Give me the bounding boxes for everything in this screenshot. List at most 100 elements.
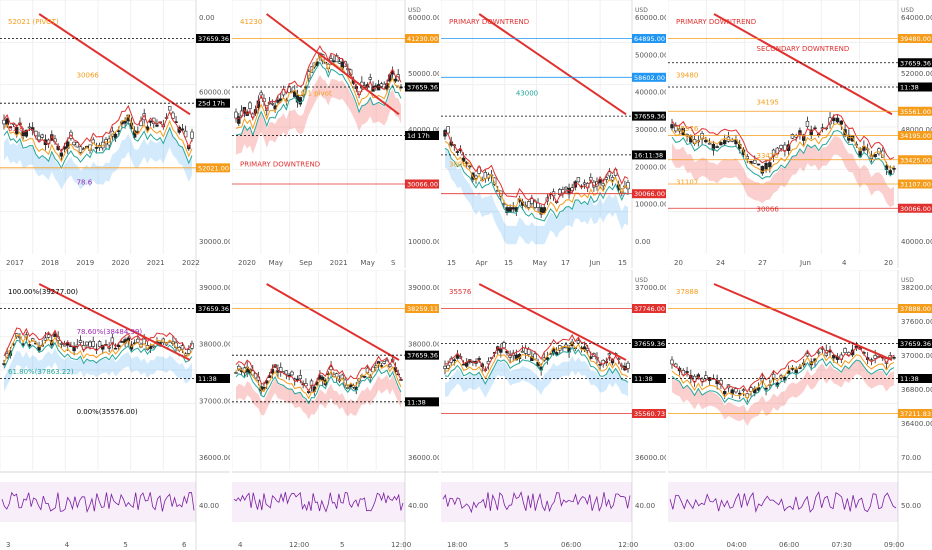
- y-tick-label: 38200.00: [901, 284, 932, 292]
- y-tick-label: 20000.00: [635, 163, 666, 171]
- candle-body: [839, 120, 844, 125]
- candle-body: [873, 154, 877, 158]
- grid-lines: [441, 0, 632, 254]
- candle-body: [37, 135, 41, 141]
- candle-body: [24, 129, 29, 137]
- price-tag: 33425.00: [898, 155, 932, 165]
- svg-text:37659.36: 37659.36: [634, 113, 665, 121]
- candle-body: [530, 356, 534, 362]
- grid-lines: [668, 270, 898, 470]
- y-tick-label: 60000.00: [408, 14, 439, 22]
- y-tick-label: 40000.00: [408, 126, 439, 134]
- price-tag: 64895.00: [632, 34, 666, 43]
- chart-annotation: 35576: [676, 125, 699, 133]
- x-tick-label: 17: [561, 259, 570, 267]
- chart-panel-7[interactable]: USD 37000.00 36000.00 40.00 18:00 5 06:00 12:00…: [441, 270, 666, 550]
- chart-panel-5[interactable]: 39000.00 38000.00 37000.00 36000.00 40.00 3 4 5…: [0, 270, 230, 550]
- price-tag: 37888.00: [898, 304, 932, 313]
- candle-body: [527, 349, 531, 355]
- x-tick-label: 15: [618, 259, 627, 267]
- candle-body: [790, 367, 795, 370]
- chart-svg-5: 39000.00 38000.00 37000.00 36000.00 40.00 3 4 5…: [0, 270, 230, 550]
- candle-body: [783, 144, 787, 151]
- y-tick-label: 40.00: [635, 502, 655, 510]
- x-tick-label: 5: [340, 541, 344, 549]
- chart-annotation: 33425: [757, 152, 779, 160]
- candle-body: [707, 142, 712, 145]
- candle-body: [446, 364, 450, 369]
- x-tick-label: 06:00: [779, 541, 799, 549]
- chart-annotation: 37888: [676, 288, 698, 296]
- price-tag: 37659.36: [405, 350, 439, 360]
- candle-body: [446, 126, 450, 134]
- chart-annotation: 35576: [449, 288, 472, 296]
- moving-average-orange: [235, 54, 402, 130]
- candle-body: [362, 376, 367, 378]
- y-tick-label: 36000.00: [408, 454, 439, 462]
- lagging-span-green: [235, 61, 402, 137]
- svg-text:30066.00: 30066.00: [407, 181, 438, 189]
- price-tag: 58602.00: [632, 72, 666, 82]
- chart-panel-6[interactable]: 39000.0038000.0037000.0036000.0040.00412…: [232, 270, 439, 550]
- currency-label: USD: [901, 7, 914, 14]
- y-tick-label: 64000.00: [901, 14, 932, 22]
- y-tick-label: 30000.00: [635, 126, 666, 134]
- candle-body: [337, 61, 342, 64]
- candle-body: [892, 356, 896, 359]
- trend-line: [478, 283, 627, 361]
- svg-text:1d 17h: 1d 17h: [407, 132, 430, 140]
- chart-annotation: W1 pivot: [301, 89, 332, 97]
- trend-line: [38, 283, 191, 361]
- svg-text:11:38: 11:38: [900, 375, 919, 383]
- chart-panel-3[interactable]: USD 60000.00 50000.00 40000.00 30000.00 20000…: [441, 0, 666, 268]
- chart-panel-8[interactable]: USD 38200.00 37600.00 37000.00 36800.00 36400…: [668, 270, 932, 550]
- rsi-line: [233, 491, 404, 513]
- candle-body: [284, 370, 289, 375]
- candle-body: [346, 387, 350, 389]
- x-tick-label: Jun: [589, 259, 601, 267]
- price-tag: 37659.36: [898, 58, 932, 68]
- trend-line: [478, 13, 627, 116]
- svg-text:37211.83: 37211.83: [900, 410, 931, 418]
- candle-body: [78, 340, 83, 343]
- rsi-line: [1, 491, 195, 513]
- chart-annotation: PRIMARY DOWNTREND: [449, 18, 529, 26]
- x-tick-label: May: [269, 259, 283, 267]
- candle-body: [180, 128, 185, 131]
- candle-body: [592, 181, 596, 188]
- chart-panel-4[interactable]: USD64000.0052000.0048000.0044000.0040000…: [668, 0, 932, 268]
- candle-body: [527, 201, 531, 208]
- y-tick-label: 50000.00: [635, 51, 666, 59]
- candle-body: [674, 124, 678, 132]
- candle-body: [455, 354, 460, 359]
- candle-body: [492, 177, 497, 185]
- svg-text:37659.36: 37659.36: [198, 35, 229, 43]
- chart-annotation: PRIMARY DOWNTREND: [676, 18, 756, 26]
- rsi-panel: [232, 471, 439, 522]
- chart-annotation: SECONDARY DOWNTREND: [757, 45, 850, 53]
- candle-body: [670, 124, 674, 129]
- grid-lines: [668, 0, 898, 254]
- candle-body: [152, 345, 156, 348]
- candle-body: [2, 119, 6, 125]
- moving-average-orange: [671, 352, 895, 401]
- chart-panel-2[interactable]: USD60000.0050000.0040000.0020000.0010000…: [232, 0, 439, 268]
- candle-body: [670, 359, 674, 365]
- x-tick-label: 2021: [330, 259, 348, 267]
- y-tick-label: 39000.00: [199, 284, 230, 292]
- svg-text:31107.00: 31107.00: [900, 181, 931, 189]
- price-tag: 11:38: [196, 374, 230, 383]
- chart-panel-1[interactable]: 0.0060000.0040000.0030000.00201720182019…: [0, 0, 230, 268]
- candle-body: [180, 345, 185, 350]
- price-tag: 30066.00: [405, 179, 439, 189]
- candle-body: [832, 354, 836, 359]
- candle-body: [711, 143, 716, 151]
- candle-body: [123, 120, 127, 124]
- svg-text:64895.00: 64895.00: [634, 35, 665, 43]
- y-tick-label: 10000.00: [408, 238, 439, 246]
- trend-line: [265, 13, 400, 116]
- svg-text:35561.00: 35561.00: [900, 108, 931, 116]
- candle-body: [576, 177, 581, 183]
- candle-body: [626, 362, 630, 369]
